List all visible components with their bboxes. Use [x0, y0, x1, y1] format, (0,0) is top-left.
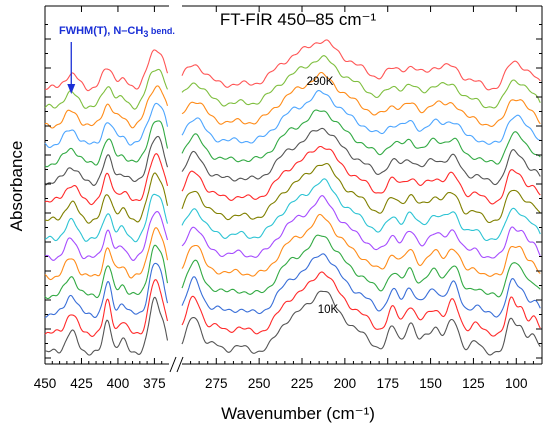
x-axis-title: Wavenumber (cm⁻¹) [221, 404, 375, 423]
spectra-series-group [44, 39, 541, 356]
spectrum-line-right-5 [181, 213, 541, 277]
x-tick-label-125: 125 [462, 376, 485, 391]
spectrum-line-right-12 [181, 90, 541, 145]
axis-break-mark [176, 356, 184, 373]
spectrum-line-left-9 [44, 153, 169, 206]
peak-annotation-arrow [67, 42, 76, 94]
spectrum-line-right-8 [181, 162, 541, 224]
x-tick-label-275: 275 [205, 376, 228, 391]
spectrum-line-left-10 [44, 135, 169, 186]
spectrum-line-right-15 [181, 39, 541, 91]
spectrum-line-right-1 [181, 290, 541, 356]
top-temperature-label: 290K [307, 76, 334, 88]
x-tick-labels: 450 425 400 375 275 250 225 200 175 150 125 100 [34, 376, 528, 391]
spectrum-line-left-6 [44, 211, 169, 261]
spectrum-line-right-2 [181, 271, 541, 337]
peak-annotation-label: FWHM(T), N–CH3 bend. [59, 25, 175, 39]
x-tick-label-200: 200 [334, 376, 357, 391]
spectrum-line-right-9 [181, 145, 541, 205]
x-tick-label-225: 225 [291, 376, 314, 391]
axis-ticks [44, 6, 542, 364]
axis-break-mark [169, 356, 177, 373]
arrow-head [67, 84, 76, 94]
chart-title: FT-FIR 450–85 cm⁻¹ [220, 10, 377, 29]
spectrum-line-right-3 [181, 253, 541, 318]
spectrum-line-left-13 [44, 85, 169, 129]
spectrum-line-left-4 [44, 244, 169, 300]
spectrum-line-left-3 [44, 262, 169, 319]
peak-annotation-subscript: 3 [143, 29, 148, 39]
spectrum-line-right-11 [181, 109, 541, 165]
spectrum-line-right-7 [181, 178, 541, 242]
x-tick-label-425: 425 [70, 376, 93, 391]
x-tick-label-250: 250 [248, 376, 271, 391]
spectrum-line-right-13 [181, 71, 541, 127]
spectrum-line-right-10 [181, 127, 541, 186]
x-tick-label-375: 375 [143, 376, 166, 391]
spectrum-line-right-14 [181, 55, 541, 109]
spectrum-line-right-4 [181, 234, 541, 298]
x-tick-label-175: 175 [376, 376, 399, 391]
spectrum-line-left-2 [44, 279, 169, 337]
x-tick-label-150: 150 [419, 376, 442, 391]
spectrum-line-left-5 [44, 227, 169, 281]
plot-frame [44, 5, 543, 373]
spectrum-line-left-14 [44, 68, 169, 110]
spectrum-line-left-11 [44, 120, 169, 168]
x-tick-label-400: 400 [107, 376, 130, 391]
y-axis-title: Absorbance [7, 141, 26, 232]
spectrum-line-left-7 [44, 193, 169, 243]
bottom-temperature-label: 10K [318, 304, 339, 316]
spectrum-line-left-15 [44, 49, 169, 92]
x-tick-label-450: 450 [34, 376, 57, 391]
spectrum-line-left-8 [44, 172, 169, 224]
spectrum-line-left-1 [44, 296, 169, 356]
peak-annotation-main: FWHM(T), N–CH [59, 25, 143, 37]
x-tick-label-100: 100 [505, 376, 528, 391]
peak-annotation-suffix: bend. [148, 26, 175, 36]
spectrum-line-left-12 [44, 102, 169, 149]
spectrum-line-right-6 [181, 195, 541, 259]
